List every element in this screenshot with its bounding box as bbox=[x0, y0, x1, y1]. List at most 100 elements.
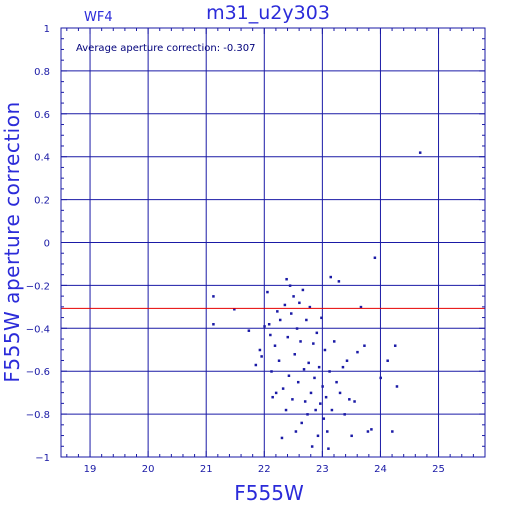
data-point bbox=[315, 331, 319, 335]
y-tick-label: 0.6 bbox=[34, 110, 50, 121]
tick-labels: 19 20 21 22 23 24 25 −1 −0.8 −0.6 −0.4 −0.2 0 0.2 0.4 0… bbox=[26, 24, 445, 475]
plot-frame bbox=[60, 27, 486, 458]
data-point bbox=[366, 430, 370, 433]
data-point bbox=[296, 380, 300, 384]
data-point bbox=[329, 275, 333, 279]
data-point bbox=[379, 376, 382, 380]
data-point bbox=[294, 430, 298, 433]
data-point bbox=[290, 312, 293, 315]
data-point bbox=[212, 295, 215, 298]
data-point bbox=[284, 408, 288, 412]
x-axis-label: F555W bbox=[234, 481, 304, 505]
data-point bbox=[270, 370, 273, 373]
y-tick-label: 0.2 bbox=[34, 196, 50, 207]
data-point bbox=[319, 402, 322, 405]
data-point bbox=[303, 400, 307, 403]
data-point bbox=[343, 413, 346, 416]
average-correction-annotation: Average aperture correction: -0.307 bbox=[76, 43, 256, 54]
data-point bbox=[298, 301, 301, 305]
data-point bbox=[309, 391, 313, 395]
chip-label: WF4 bbox=[84, 10, 113, 25]
y-tick-label: −0.4 bbox=[26, 324, 50, 335]
data-point bbox=[328, 370, 331, 373]
data-point bbox=[302, 368, 306, 371]
data-point bbox=[418, 151, 422, 154]
data-point bbox=[269, 333, 272, 337]
data-point bbox=[288, 284, 292, 287]
data-point bbox=[281, 387, 285, 390]
data-point bbox=[324, 395, 328, 399]
x-tick-label: 20 bbox=[142, 464, 155, 475]
x-tick-label: 24 bbox=[374, 464, 387, 475]
data-point bbox=[337, 280, 341, 283]
data-point bbox=[322, 417, 326, 420]
y-tick-label: 0.8 bbox=[34, 67, 50, 78]
data-point bbox=[327, 447, 330, 450]
data-point bbox=[350, 434, 353, 438]
grid bbox=[61, 27, 485, 458]
data-point bbox=[280, 436, 284, 440]
data-point bbox=[316, 434, 320, 438]
y-axis-label: F555W aperture correction bbox=[0, 101, 24, 382]
data-point bbox=[260, 355, 263, 358]
y-tick-label: −0.2 bbox=[26, 281, 50, 292]
data-point bbox=[278, 318, 282, 322]
data-points bbox=[212, 151, 422, 450]
y-tick-label: −0.8 bbox=[26, 410, 50, 421]
data-point bbox=[307, 361, 310, 365]
x-tick-label: 22 bbox=[258, 464, 271, 475]
data-point bbox=[386, 359, 389, 362]
data-point bbox=[310, 445, 314, 448]
data-point bbox=[370, 428, 373, 431]
data-point bbox=[301, 288, 305, 292]
data-point bbox=[247, 329, 251, 332]
data-point bbox=[305, 318, 308, 322]
data-point bbox=[345, 359, 349, 362]
data-point bbox=[391, 430, 394, 433]
data-point bbox=[266, 290, 269, 294]
data-point bbox=[320, 316, 323, 320]
data-point bbox=[254, 363, 258, 367]
data-point bbox=[263, 325, 266, 328]
data-point bbox=[338, 391, 342, 395]
data-point bbox=[273, 344, 277, 347]
data-point bbox=[313, 376, 316, 380]
data-point bbox=[295, 327, 299, 330]
y-tick-label: 1 bbox=[44, 24, 50, 35]
data-point bbox=[291, 398, 294, 401]
data-point bbox=[287, 374, 291, 377]
data-point bbox=[321, 385, 324, 388]
data-point bbox=[267, 323, 271, 326]
data-point bbox=[393, 344, 397, 347]
data-point bbox=[286, 335, 290, 339]
data-point bbox=[341, 365, 345, 369]
y-tick-label: 0 bbox=[44, 239, 50, 250]
data-point bbox=[356, 350, 359, 354]
data-point bbox=[277, 359, 281, 362]
data-point bbox=[293, 353, 296, 356]
x-tick-label: 23 bbox=[316, 464, 329, 475]
data-point bbox=[317, 365, 321, 369]
data-point bbox=[258, 348, 262, 352]
data-point bbox=[363, 344, 366, 347]
data-point bbox=[306, 413, 309, 416]
data-point bbox=[353, 400, 356, 403]
data-point bbox=[292, 295, 295, 298]
y-tick-label: −1 bbox=[35, 453, 50, 464]
data-point bbox=[299, 340, 302, 343]
data-point bbox=[348, 398, 351, 401]
data-point bbox=[276, 310, 279, 313]
data-point bbox=[285, 277, 288, 281]
data-point bbox=[312, 342, 315, 345]
data-point bbox=[373, 256, 377, 260]
data-point bbox=[314, 408, 317, 412]
chart-title: m31_u2y303 bbox=[206, 2, 330, 24]
data-point bbox=[300, 421, 303, 425]
data-point bbox=[283, 303, 287, 307]
y-tick-label: −0.6 bbox=[26, 367, 50, 378]
data-point bbox=[330, 408, 334, 412]
data-point bbox=[271, 395, 274, 399]
data-point bbox=[335, 380, 338, 384]
data-point bbox=[326, 430, 329, 433]
